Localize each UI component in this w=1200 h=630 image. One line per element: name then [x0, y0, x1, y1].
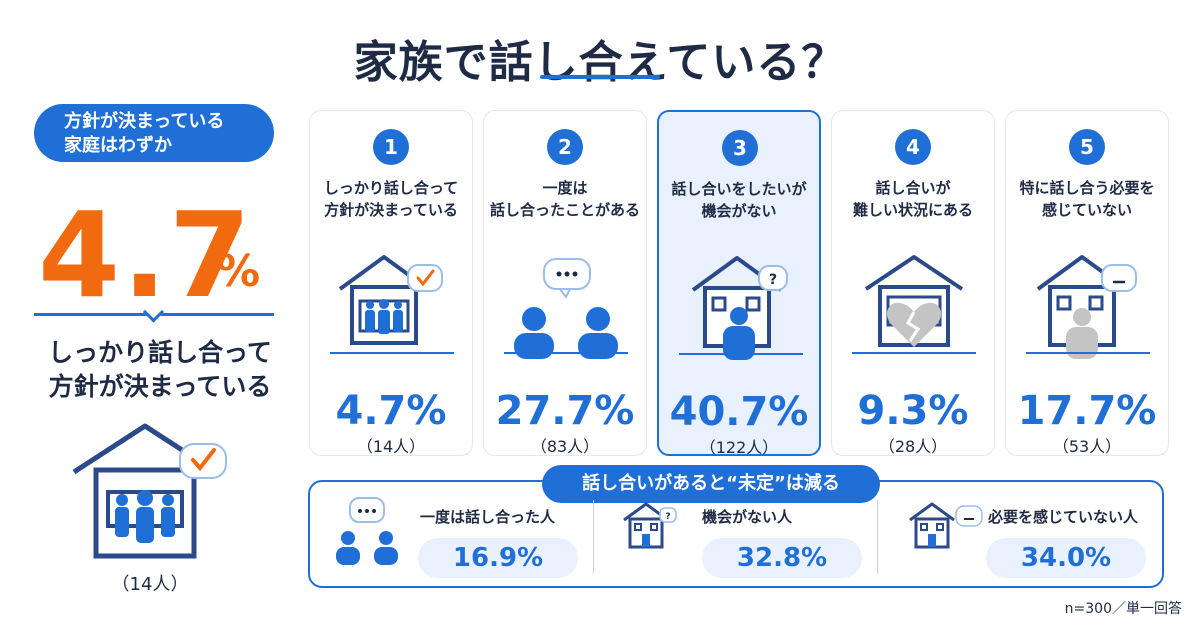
highlight-pill-line2: 家庭はわずか	[64, 135, 172, 156]
card-label-line1: 一度は	[542, 179, 588, 197]
highlight-description: しっかり話し合って 方針が決まっている	[20, 336, 300, 404]
card-number: 2	[547, 129, 583, 165]
card-percentage: 17.7%	[1017, 388, 1157, 434]
house-question-icon: ?	[623, 502, 677, 549]
svg-text:?: ?	[665, 512, 670, 522]
comparison-value-1: 16.9%	[418, 538, 578, 578]
card-count: （28人）	[878, 437, 948, 456]
highlight-value: 4.7	[38, 186, 254, 324]
footnote: n=300／単一回答	[1064, 601, 1182, 617]
highlight-pill-line1: 方針が決まっている	[64, 111, 225, 132]
comparison-value-2: 32.8%	[702, 538, 862, 578]
two-people-chat-icon	[504, 258, 628, 359]
highlight-unit: %	[216, 246, 261, 297]
house-dash-icon	[1026, 255, 1150, 359]
comparison-heading: 話し合いがあると“未定”は減る	[542, 465, 880, 503]
house-question-icon: ?	[679, 256, 803, 360]
house-check-icon	[330, 255, 454, 354]
card-label-line2: 方針が決まっている	[324, 201, 458, 219]
card-3: 3 話し合いをしたいが 機会がない ? 40.7% （122人）	[657, 110, 821, 457]
card-label-line1: 話し合いが	[875, 179, 951, 197]
card-percentage: 27.7%	[495, 388, 635, 434]
highlight-desc-line1: しっかり話し合って	[48, 338, 272, 367]
card-number: 4	[895, 129, 931, 165]
card-4: 4 話し合いが 難しい状況にある 9.3% （28人）	[831, 110, 995, 456]
comparison-label-2: 機会がない人	[702, 508, 793, 526]
card-label-line2: 感じていない	[1041, 201, 1132, 219]
title-underline	[540, 75, 660, 79]
card-count: （83人）	[530, 437, 600, 456]
card-label: 一度は 話し合ったことがある	[484, 177, 646, 221]
divider	[877, 500, 878, 574]
highlight-pill: 方針が決まっている 家庭はわずか	[34, 104, 274, 162]
house-check-icon	[72, 423, 227, 559]
card-label-line2: 機会がない	[701, 202, 777, 220]
card-label: 話し合いが 難しい状況にある	[832, 177, 994, 221]
card-5: 5 特に話し合う必要を 感じていない 17.7% （53人）	[1005, 110, 1169, 456]
card-count: （53人）	[1052, 437, 1122, 456]
card-percentage: 4.7%	[335, 388, 447, 434]
card-count: （14人）	[356, 437, 426, 456]
card-label: 特に話し合う必要を 感じていない	[1006, 177, 1168, 221]
card-percentage: 9.3%	[857, 388, 969, 434]
card-number: 5	[1069, 129, 1105, 165]
card-label-line1: 話し合いをしたいが	[671, 180, 807, 198]
card-label: 話し合いをしたいが 機会がない	[659, 178, 819, 222]
divider	[593, 500, 594, 574]
comparison-value-3: 34.0%	[986, 538, 1146, 578]
comparison-label-1: 一度は話し合った人	[420, 508, 556, 526]
card-number: 3	[722, 130, 758, 166]
comparison-label-3: 必要を感じていない人	[988, 508, 1139, 526]
card-label-line2: 難しい状況にある	[852, 201, 973, 219]
card-count: （122人）	[699, 438, 779, 457]
card-percentage: 40.7%	[669, 389, 809, 435]
card-1: 1 しっかり話し合って 方針が決まっている 4.7% （14人）	[309, 110, 473, 456]
card-label-line2: 話し合ったことがある	[489, 201, 640, 219]
house-broken-heart-icon	[852, 255, 976, 354]
house-dash-icon	[909, 502, 983, 549]
svg-text:?: ?	[769, 272, 777, 288]
card-2: 2 一度は 話し合ったことがある 27.7% （83人）	[483, 110, 647, 456]
two-people-chat-icon	[336, 497, 398, 565]
card-label: しっかり話し合って 方針が決まっている	[310, 177, 472, 221]
card-label-line1: しっかり話し合って	[323, 179, 459, 197]
card-label-line1: 特に話し合う必要を	[1019, 179, 1155, 197]
page-title: 家族で話し合えている？	[353, 37, 847, 88]
highlight-desc-line2: 方針が決まっている	[48, 372, 272, 401]
highlight-count: （14人）	[111, 574, 189, 595]
card-number: 1	[373, 129, 409, 165]
